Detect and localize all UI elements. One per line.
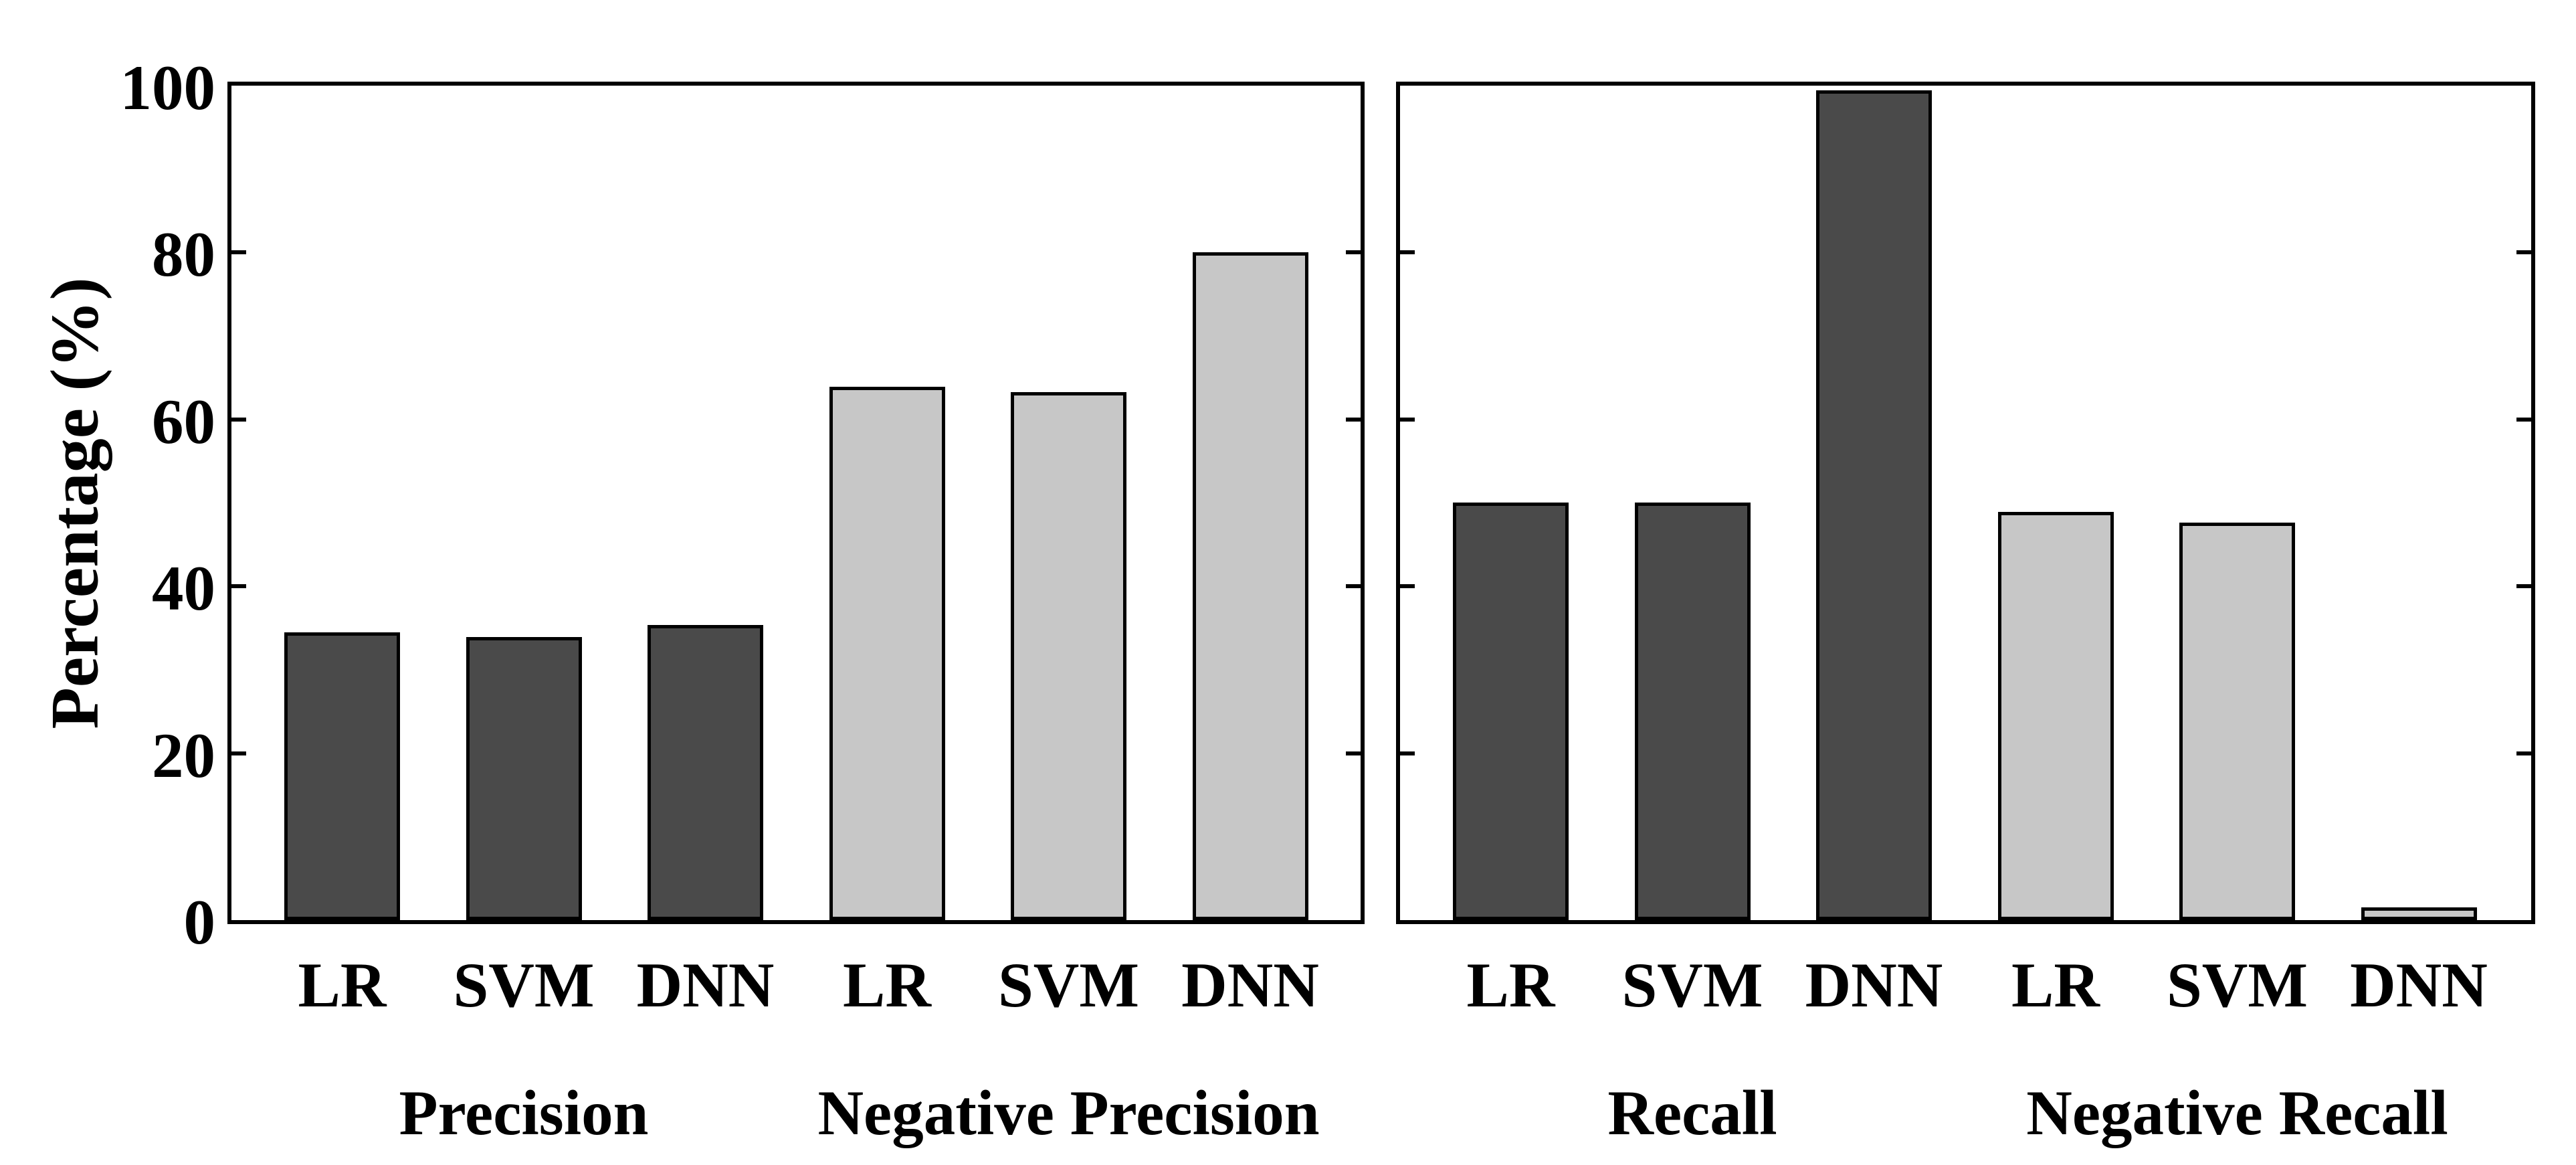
bar [648,625,763,920]
bar [2361,907,2477,920]
bar [1192,252,1308,920]
bar [1634,503,1751,920]
x-tick-label: LR [298,950,387,1020]
bar [1816,90,1932,920]
bar [829,387,945,920]
x-tick-label: LR [2011,950,2100,1020]
y-axis-label: Percentage (%) [37,277,113,729]
chart-panel-recall [1396,82,2535,924]
group-label: Recall [1607,1077,1777,1148]
y-axis-tick [2516,584,2531,589]
panel-plot-area [1400,86,2531,920]
y-tick-label: 40 [152,553,215,624]
group-label: Negative Recall [2026,1077,2448,1148]
bar [1453,503,1569,920]
x-tick-label: LR [1466,950,1555,1020]
y-axis-tick [1400,751,1415,755]
y-axis-tick [2516,417,2531,422]
bar [2179,523,2295,920]
y-axis-tick [2516,751,2531,755]
x-tick-label: SVM [1621,950,1763,1020]
chart-panel-precision [227,82,1365,924]
panel-plot-area [231,86,1361,920]
y-axis-tick [1346,584,1361,589]
y-tick-label: 80 [152,219,215,290]
y-axis-tick [1346,751,1361,755]
y-tick-label: 0 [183,887,216,958]
bar [1997,512,2114,920]
x-tick-label: DNN [2350,950,2488,1020]
y-tick-label: 60 [152,385,215,457]
x-tick-label: DNN [636,950,775,1020]
y-tick-label: 100 [120,52,216,123]
y-axis-tick [2516,250,2531,255]
bar [284,632,400,920]
x-tick-label: DNN [1805,950,1943,1020]
y-axis-tick [231,250,246,255]
y-axis-tick [1346,417,1361,422]
bar [1011,392,1126,920]
y-axis-tick [1400,584,1415,589]
x-tick-label: SVM [997,950,1140,1020]
bar [466,637,582,920]
y-axis-tick [231,584,246,589]
x-tick-label: LR [843,950,931,1020]
y-axis-tick [1346,250,1361,255]
y-axis-tick [1400,417,1415,422]
y-axis-tick [1400,250,1415,255]
group-label: Precision [399,1077,649,1148]
group-label: Negative Precision [817,1077,1320,1148]
y-axis-tick [231,751,246,755]
y-axis-tick [231,417,246,422]
x-tick-label: SVM [2166,950,2308,1020]
y-tick-label: 20 [152,719,215,791]
x-tick-label: SVM [453,950,595,1020]
x-tick-label: DNN [1181,950,1319,1020]
